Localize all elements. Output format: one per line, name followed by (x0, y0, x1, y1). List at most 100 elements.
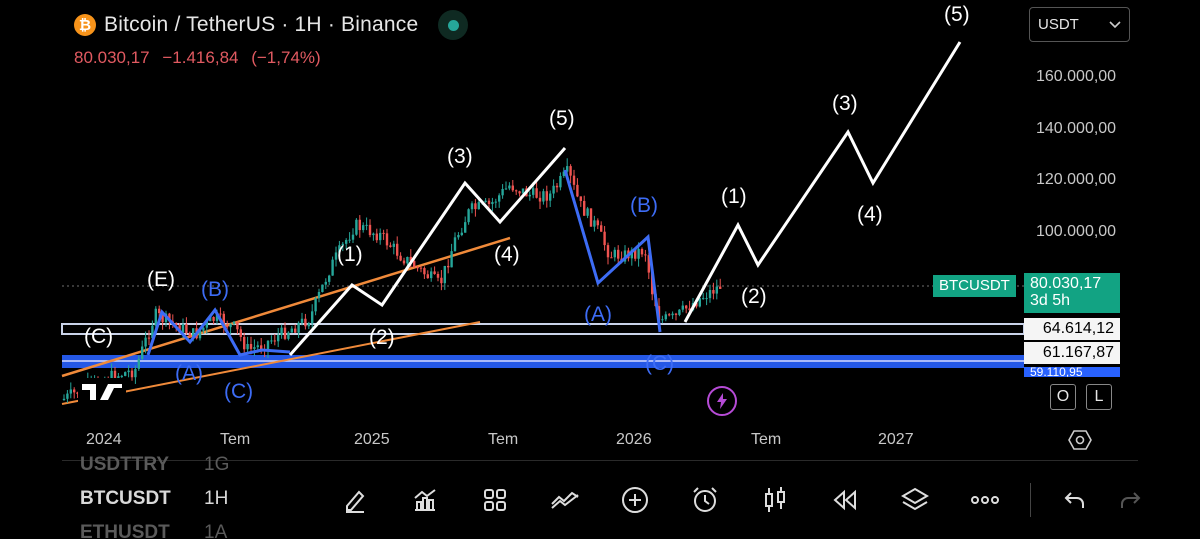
pencil-icon[interactable] (320, 480, 390, 520)
candle (311, 311, 314, 324)
candle (630, 249, 633, 259)
projected-impulse-wave (683, 41, 962, 323)
candle (419, 267, 423, 269)
undo-icon[interactable] (1040, 480, 1110, 520)
candle (474, 203, 477, 210)
candle (644, 254, 647, 256)
candle (409, 256, 412, 261)
candle (161, 313, 164, 323)
candle (314, 298, 317, 312)
candle (358, 219, 361, 231)
candle (66, 393, 69, 399)
candle (555, 185, 559, 188)
candle (317, 292, 321, 299)
log-scale-button[interactable]: O (1050, 384, 1076, 410)
candle (141, 346, 144, 359)
candle (545, 191, 548, 201)
watchlist-row[interactable]: BTCUSDT 1H (80, 488, 228, 510)
wave-label-white: (5) (944, 3, 970, 26)
watchlist-timeframe: 1H (204, 488, 229, 509)
price-chart[interactable] (0, 0, 1024, 420)
market-status-icon[interactable] (438, 10, 469, 40)
x-axis-label: 2027 (878, 431, 914, 448)
candle (392, 243, 395, 247)
candle (668, 314, 671, 316)
chevron-down-icon (1109, 20, 1121, 28)
watchlist-timeframe: 1A (204, 522, 228, 539)
candle (62, 398, 66, 400)
candle (583, 200, 586, 216)
candle (124, 372, 127, 376)
candle (212, 316, 215, 321)
currency-dropdown[interactable]: USDT (1029, 7, 1130, 42)
replay-icon[interactable] (810, 480, 880, 520)
candle (637, 249, 640, 259)
bottom-toolbar (320, 480, 1150, 520)
candle (586, 208, 589, 216)
toolbar-divider (1020, 480, 1040, 520)
trend-line-upper (61, 236, 511, 378)
candle (328, 275, 331, 282)
log-toggle-button[interactable]: L (1086, 384, 1112, 410)
candle (528, 194, 531, 197)
more-icon[interactable] (950, 480, 1020, 520)
candle (433, 271, 436, 275)
candle (508, 185, 511, 189)
candle (566, 166, 569, 172)
candle (664, 314, 667, 320)
indicators-icon[interactable] (390, 480, 460, 520)
candle (287, 332, 290, 339)
candle (355, 219, 358, 235)
watchlist-symbol: BTCUSDT (80, 488, 171, 509)
level-price-tag: 64.614,12 (1024, 318, 1120, 340)
candle (192, 328, 195, 338)
candle (453, 237, 457, 252)
candle (239, 329, 242, 337)
add-icon[interactable] (600, 480, 670, 520)
flash-icon[interactable] (707, 386, 737, 416)
candle (494, 201, 497, 203)
candle (290, 328, 293, 333)
candle (617, 249, 620, 259)
watchlist-row[interactable]: ETHUSDT 1A (80, 522, 227, 539)
candle (674, 313, 678, 315)
candle (130, 370, 134, 378)
candle (294, 328, 297, 333)
wave-label-blue: (B) (201, 278, 229, 301)
watchlist-row[interactable]: USDTTRY 1G (80, 454, 229, 476)
wave-label-white: (1) (721, 185, 747, 208)
candle (430, 271, 433, 279)
candle (300, 318, 304, 323)
candle (260, 345, 263, 350)
wave-label-blue: (A) (584, 303, 612, 326)
redo-icon[interactable] (1110, 480, 1150, 520)
alarm-icon[interactable] (670, 480, 740, 520)
symbol-title[interactable]: Bitcoin / TetherUS · 1H · Binance (104, 13, 419, 36)
price-change: −1.416,84 (162, 48, 239, 67)
candle (396, 243, 399, 256)
x-axis-label: 2025 (354, 431, 390, 448)
wave-abc-2025 (563, 169, 662, 333)
settings-icon[interactable] (1068, 428, 1092, 457)
candle (688, 308, 691, 311)
candle (226, 325, 229, 328)
compare-icon[interactable] (530, 480, 600, 520)
candle (382, 232, 385, 234)
wave-abc-2024 (146, 307, 291, 357)
candle (273, 340, 276, 342)
current-price-value: 80.030,17 (1030, 275, 1102, 292)
candle (702, 298, 705, 300)
price-change-percent: (−1,74%) (251, 48, 321, 67)
candle (464, 222, 467, 233)
wave-label-blue: (C) (224, 380, 254, 403)
candle (362, 225, 365, 231)
layout-grid-icon[interactable] (460, 480, 530, 520)
layers-icon[interactable] (880, 480, 950, 520)
watchlist-symbol: USDTTRY (80, 454, 170, 475)
candles-icon[interactable] (740, 480, 810, 520)
candle (634, 249, 637, 259)
candle (154, 308, 157, 326)
candle (202, 327, 205, 331)
candle (304, 318, 307, 327)
